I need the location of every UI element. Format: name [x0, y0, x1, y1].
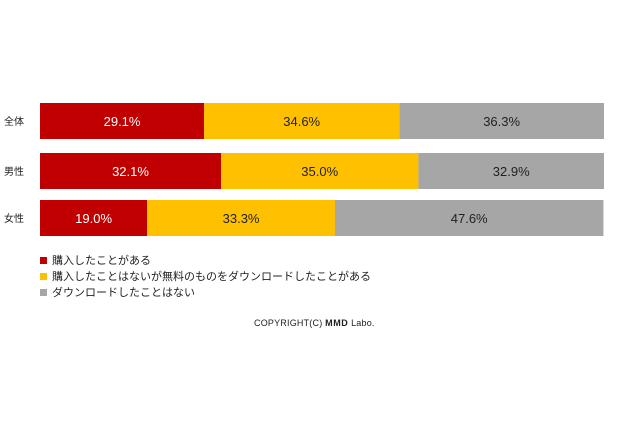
data-label-free-download-all: 34.6% [283, 114, 320, 129]
category-label-female: 女性 [4, 212, 24, 225]
legend-swatch-purchased [40, 256, 47, 264]
data-label-purchased-male: 32.1% [112, 164, 149, 179]
bar-never-downloaded-female [334, 200, 604, 236]
bar-purchased-all [40, 103, 205, 139]
copyright-prefix: COPYRIGHT(C) [254, 318, 326, 328]
data-label-purchased-female: 19.0% [75, 211, 112, 226]
copyright-notice: COPYRIGHT(C) MMD Labo. [254, 318, 375, 328]
bar-free-download-male [221, 153, 419, 189]
legend-label-purchased: 購入したことがある [52, 254, 151, 267]
data-label-free-download-male: 35.0% [301, 164, 338, 179]
legend-label-free-download: 購入したことはないが無料のものをダウンロードしたことがある [52, 270, 371, 283]
bar-free-download-female [147, 200, 335, 236]
legend-item-purchased: 購入したことがある [40, 253, 371, 267]
bar-purchased-male [40, 153, 222, 189]
bars-group: 29.1% 34.6% 36.3% 32.1% 35.0% 32.9% 19.0% 33.3%… [40, 103, 604, 236]
bar-purchased-female [40, 200, 148, 236]
legend: 購入したことがある 購入したことはないが無料のものをダウンロードしたことがある … [40, 253, 371, 301]
legend-item-free-download: 購入したことはないが無料のものをダウンロードしたことがある [40, 269, 371, 283]
category-label-male: 男性 [4, 165, 24, 178]
category-label-all: 全体 [4, 115, 24, 128]
copyright-suffix: Labo. [348, 318, 375, 328]
legend-item-never-downloaded: ダウンロードしたことはない [40, 285, 371, 299]
bar-never-downloaded-male [418, 153, 604, 189]
legend-swatch-never-downloaded [40, 288, 47, 296]
bar-never-downloaded-all [399, 103, 604, 139]
data-label-purchased-all: 29.1% [104, 114, 141, 129]
data-label-never-downloaded-female: 47.6% [451, 211, 488, 226]
legend-swatch-free-download [40, 272, 47, 280]
copyright-brand: MMD [325, 318, 349, 328]
data-label-free-download-female: 33.3% [223, 211, 260, 226]
bar-free-download-all [204, 103, 400, 139]
data-label-never-downloaded-male: 32.9% [493, 164, 530, 179]
legend-label-never-downloaded: ダウンロードしたことはない [52, 286, 195, 299]
data-label-never-downloaded-all: 36.3% [483, 114, 520, 129]
